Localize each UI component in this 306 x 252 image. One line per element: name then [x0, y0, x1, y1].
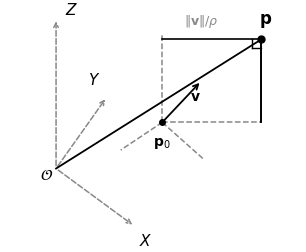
Text: $\mathbf{p}$: $\mathbf{p}$ — [259, 12, 272, 30]
Text: $\mathcal{O}$: $\mathcal{O}$ — [40, 168, 54, 183]
Text: $\mathbf{p}_0$: $\mathbf{p}_0$ — [153, 136, 171, 151]
Text: $X$: $X$ — [139, 233, 152, 249]
Text: $Y$: $Y$ — [88, 72, 100, 88]
Text: $Z$: $Z$ — [65, 3, 78, 18]
Text: $\|\mathbf{v}\|/\rho$: $\|\mathbf{v}\|/\rho$ — [184, 13, 219, 30]
Text: $\mathbf{v}$: $\mathbf{v}$ — [190, 90, 201, 104]
